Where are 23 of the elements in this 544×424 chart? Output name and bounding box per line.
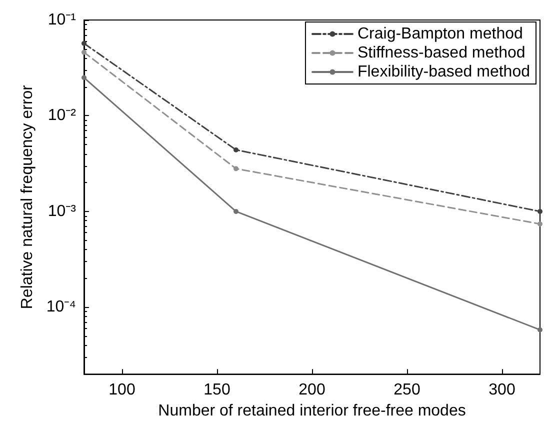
point xyxy=(234,166,238,172)
point xyxy=(82,40,86,46)
legend-label: Craig-Bampton method xyxy=(357,26,523,42)
y-tick-label: 10⁻³ xyxy=(48,202,77,220)
x-tick-label: 250 xyxy=(394,382,420,399)
point xyxy=(538,208,542,214)
y-axis-title: Relative natural frequency error xyxy=(18,84,36,310)
y-tick-label: 10⁻⁴ xyxy=(46,298,76,316)
point xyxy=(538,221,542,226)
x-tick-label: 100 xyxy=(108,382,136,399)
point xyxy=(234,208,238,214)
x-axis-title: Number of retained interior free-free modes xyxy=(158,402,466,420)
y-tick-label: 10⁻² xyxy=(48,107,77,124)
point xyxy=(234,147,238,152)
point xyxy=(82,50,86,55)
x-tick-label: 150 xyxy=(204,382,230,399)
x-tick-label: 300 xyxy=(488,382,516,399)
point xyxy=(82,75,86,80)
legend-label: Flexibility-based method xyxy=(357,64,530,80)
x-tick-label: 200 xyxy=(298,382,326,399)
y-tick-label: 10⁻¹ xyxy=(48,12,76,28)
legend-label: Stiffness-based method xyxy=(357,44,526,62)
point xyxy=(538,327,542,332)
